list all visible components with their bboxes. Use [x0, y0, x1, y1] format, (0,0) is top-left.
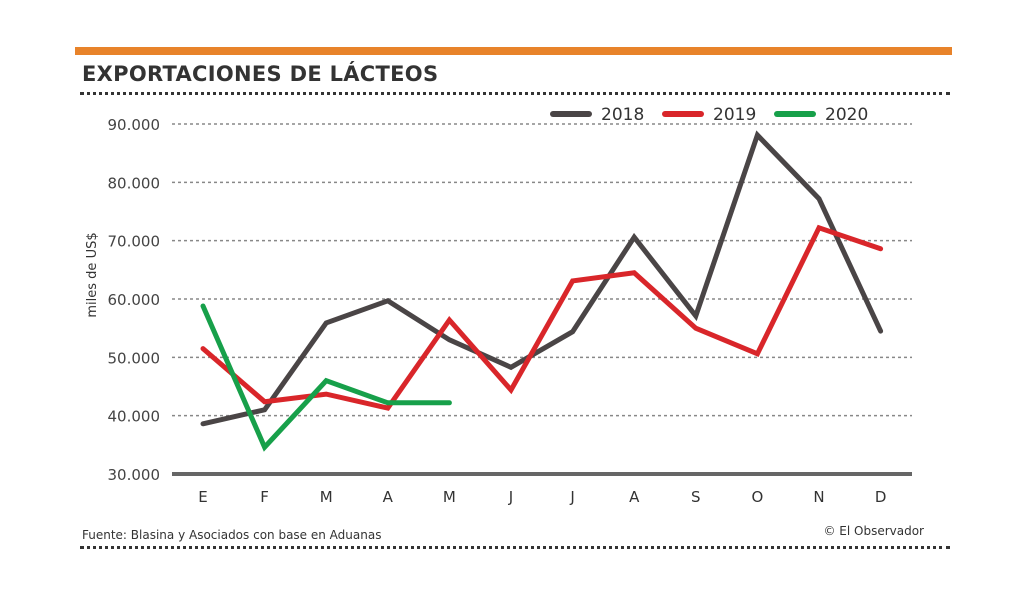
x-tick-label: O: [751, 488, 763, 506]
y-tick-label: 30.000: [108, 466, 161, 484]
x-tick-label: M: [443, 488, 456, 506]
x-tick-label: J: [508, 488, 513, 506]
source-note: Fuente: Blasina y Asociados con base en …: [82, 528, 382, 542]
y-tick-label: 40.000: [108, 408, 161, 426]
series-lines: [200, 130, 884, 452]
legend-label-2019: 2019: [713, 105, 756, 125]
y-tick-label: 90.000: [108, 116, 161, 134]
x-tick-label: A: [383, 488, 394, 506]
y-axis-label: miles de US$: [85, 232, 100, 317]
x-tick-label: S: [691, 488, 701, 506]
x-tick-label: J: [569, 488, 574, 506]
series-line-2018: [200, 130, 884, 427]
header-accent-bar: [75, 47, 952, 55]
x-tick-label: D: [875, 488, 887, 506]
x-tick-label: N: [813, 488, 824, 506]
chart-title: EXPORTACIONES DE LÁCTEOS: [82, 62, 439, 86]
legend-label-2018: 2018: [601, 105, 644, 125]
y-tick-label: 80.000: [108, 174, 161, 192]
legend-label-2020: 2020: [825, 105, 868, 125]
x-tick-label: A: [629, 488, 640, 506]
footer-divider: [80, 546, 950, 549]
y-tick-label: 70.000: [108, 233, 161, 251]
y-axis-ticks: 30.000 40.000 50.000 60.000 70.000 80.000 90.0…: [108, 116, 161, 484]
title-divider: [80, 92, 950, 95]
y-tick-label: 50.000: [108, 349, 161, 367]
credit-note: © El Observador: [823, 524, 924, 538]
x-tick-label: M: [320, 488, 333, 506]
series-line-2019: [200, 224, 884, 411]
x-tick-label: F: [260, 488, 269, 506]
y-tick-label: 60.000: [108, 291, 161, 309]
legend: 2018 2019 2020: [550, 105, 868, 125]
x-tick-label: E: [198, 488, 207, 506]
